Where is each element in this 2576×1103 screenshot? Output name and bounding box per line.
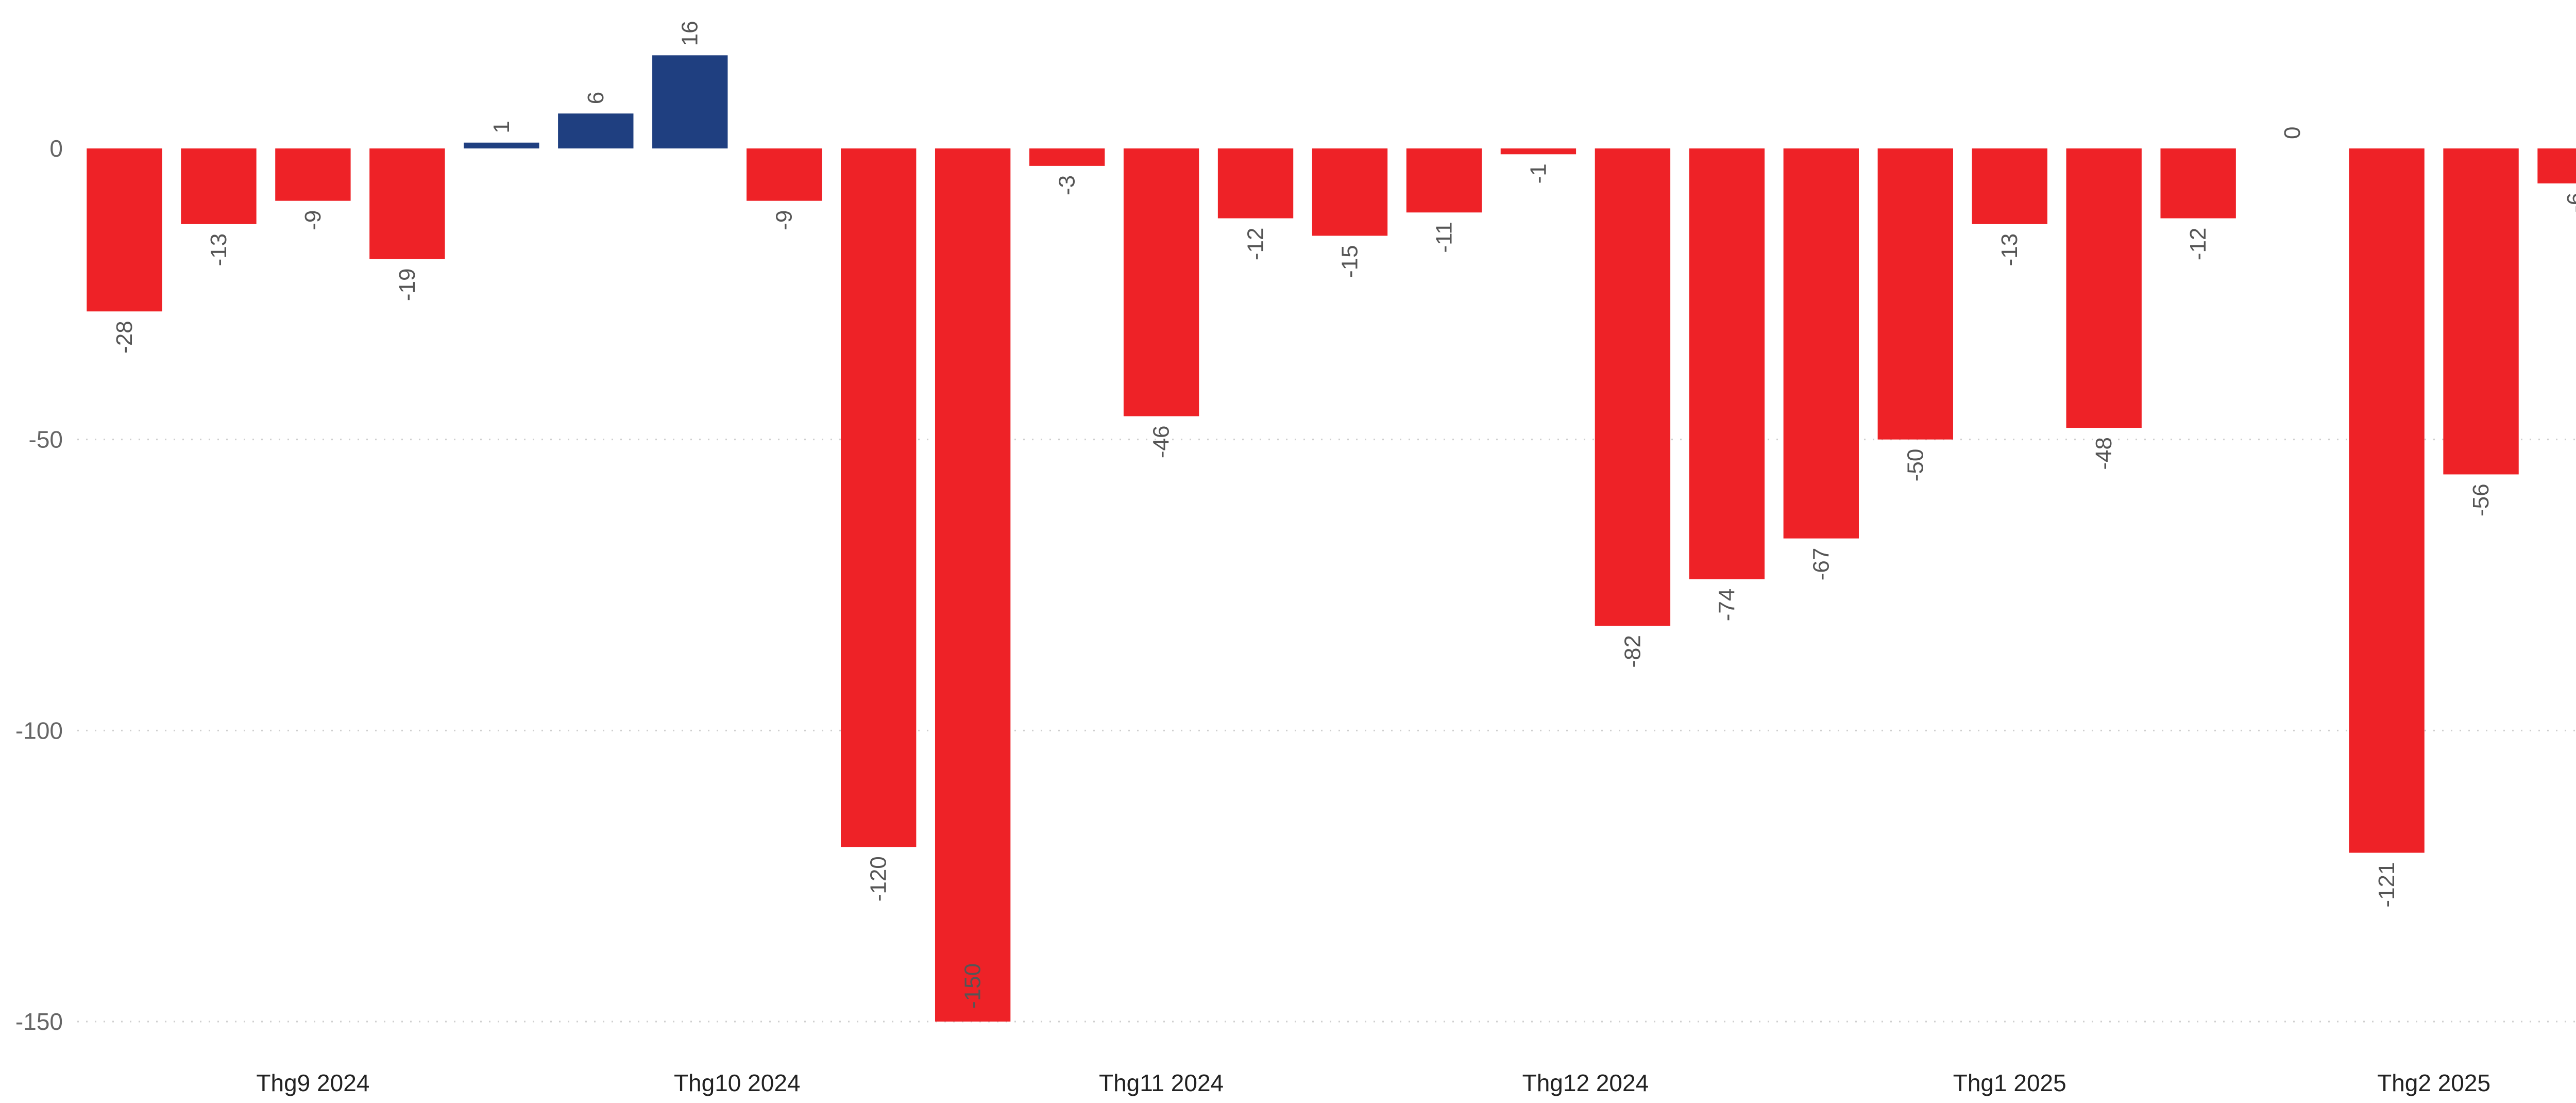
- bar: [181, 148, 256, 224]
- bar: [1972, 148, 2047, 224]
- data-label: -46: [1149, 425, 1174, 458]
- bar: [464, 143, 539, 148]
- data-label: -13: [1997, 233, 2022, 266]
- bar: [2349, 148, 2424, 853]
- data-label: -121: [2374, 862, 2399, 907]
- bar: [2443, 148, 2518, 474]
- bar: [1406, 148, 1482, 212]
- x-axis: Thg9 2024 Thg10 2024 Thg11 2024 Thg12 2024 T…: [256, 1069, 2490, 1096]
- data-label: -12: [1243, 228, 1268, 261]
- x-tick-label: Thg2 2025: [2377, 1069, 2490, 1096]
- x-tick-label: Thg1 2025: [1953, 1069, 2066, 1096]
- x-tick-label: Thg9 2024: [256, 1069, 369, 1096]
- data-label: -48: [2091, 437, 2116, 470]
- data-label: -15: [1337, 245, 1363, 278]
- bar: [1689, 148, 1765, 579]
- data-label: 16: [677, 21, 703, 46]
- bar: [935, 148, 1010, 1022]
- data-label: -9: [300, 210, 326, 230]
- data-label: -6: [2563, 193, 2576, 213]
- y-tick-label: -150: [15, 1008, 63, 1035]
- data-label: -120: [866, 856, 891, 901]
- x-tick-label: Thg11 2024: [1099, 1069, 1224, 1096]
- data-label: -56: [2468, 483, 2494, 516]
- data-label: -82: [1620, 635, 1645, 668]
- data-label: -67: [1808, 548, 1834, 581]
- bars: [87, 55, 2576, 1022]
- data-label: -12: [2185, 228, 2211, 261]
- bar: [1501, 148, 1576, 154]
- y-tick-label: 0: [49, 135, 63, 162]
- bar: [558, 113, 633, 148]
- y-axis: 0 -50 -100 -150: [15, 135, 63, 1035]
- bar: [1029, 148, 1105, 166]
- data-label: -1: [1526, 163, 1551, 183]
- y-tick-label: -50: [29, 426, 63, 453]
- bar: [841, 148, 916, 847]
- bar: [1218, 148, 1293, 219]
- data-label: -28: [112, 321, 137, 354]
- bar: [652, 55, 727, 148]
- y-tick-label: -100: [15, 717, 63, 744]
- bar: [1124, 148, 1199, 416]
- data-label: -19: [395, 269, 420, 302]
- data-label: 0: [2280, 127, 2305, 139]
- x-tick-label: Thg10 2024: [674, 1069, 801, 1096]
- data-label: -74: [1714, 589, 1739, 622]
- data-label: -13: [206, 233, 231, 266]
- bar: [1878, 148, 1953, 440]
- data-label: 1: [489, 121, 514, 133]
- bar: [747, 148, 822, 201]
- x-tick-label: Thg12 2024: [1522, 1069, 1649, 1096]
- bar: [2160, 148, 2235, 219]
- data-label: 6: [583, 92, 608, 104]
- data-label: -9: [772, 210, 797, 230]
- bar: [2537, 148, 2576, 183]
- bar: [2066, 148, 2142, 428]
- data-label: -3: [1055, 175, 1080, 195]
- data-label: -50: [1903, 449, 1928, 482]
- bar: [1312, 148, 1387, 236]
- bar: [1595, 148, 1670, 626]
- bar: [275, 148, 350, 201]
- data-label: -11: [1431, 222, 1456, 253]
- bar: [87, 148, 162, 311]
- bar: [1784, 148, 1859, 539]
- bar: [369, 148, 445, 259]
- data-label: -150: [960, 963, 986, 1009]
- gridlines: [77, 440, 2576, 1022]
